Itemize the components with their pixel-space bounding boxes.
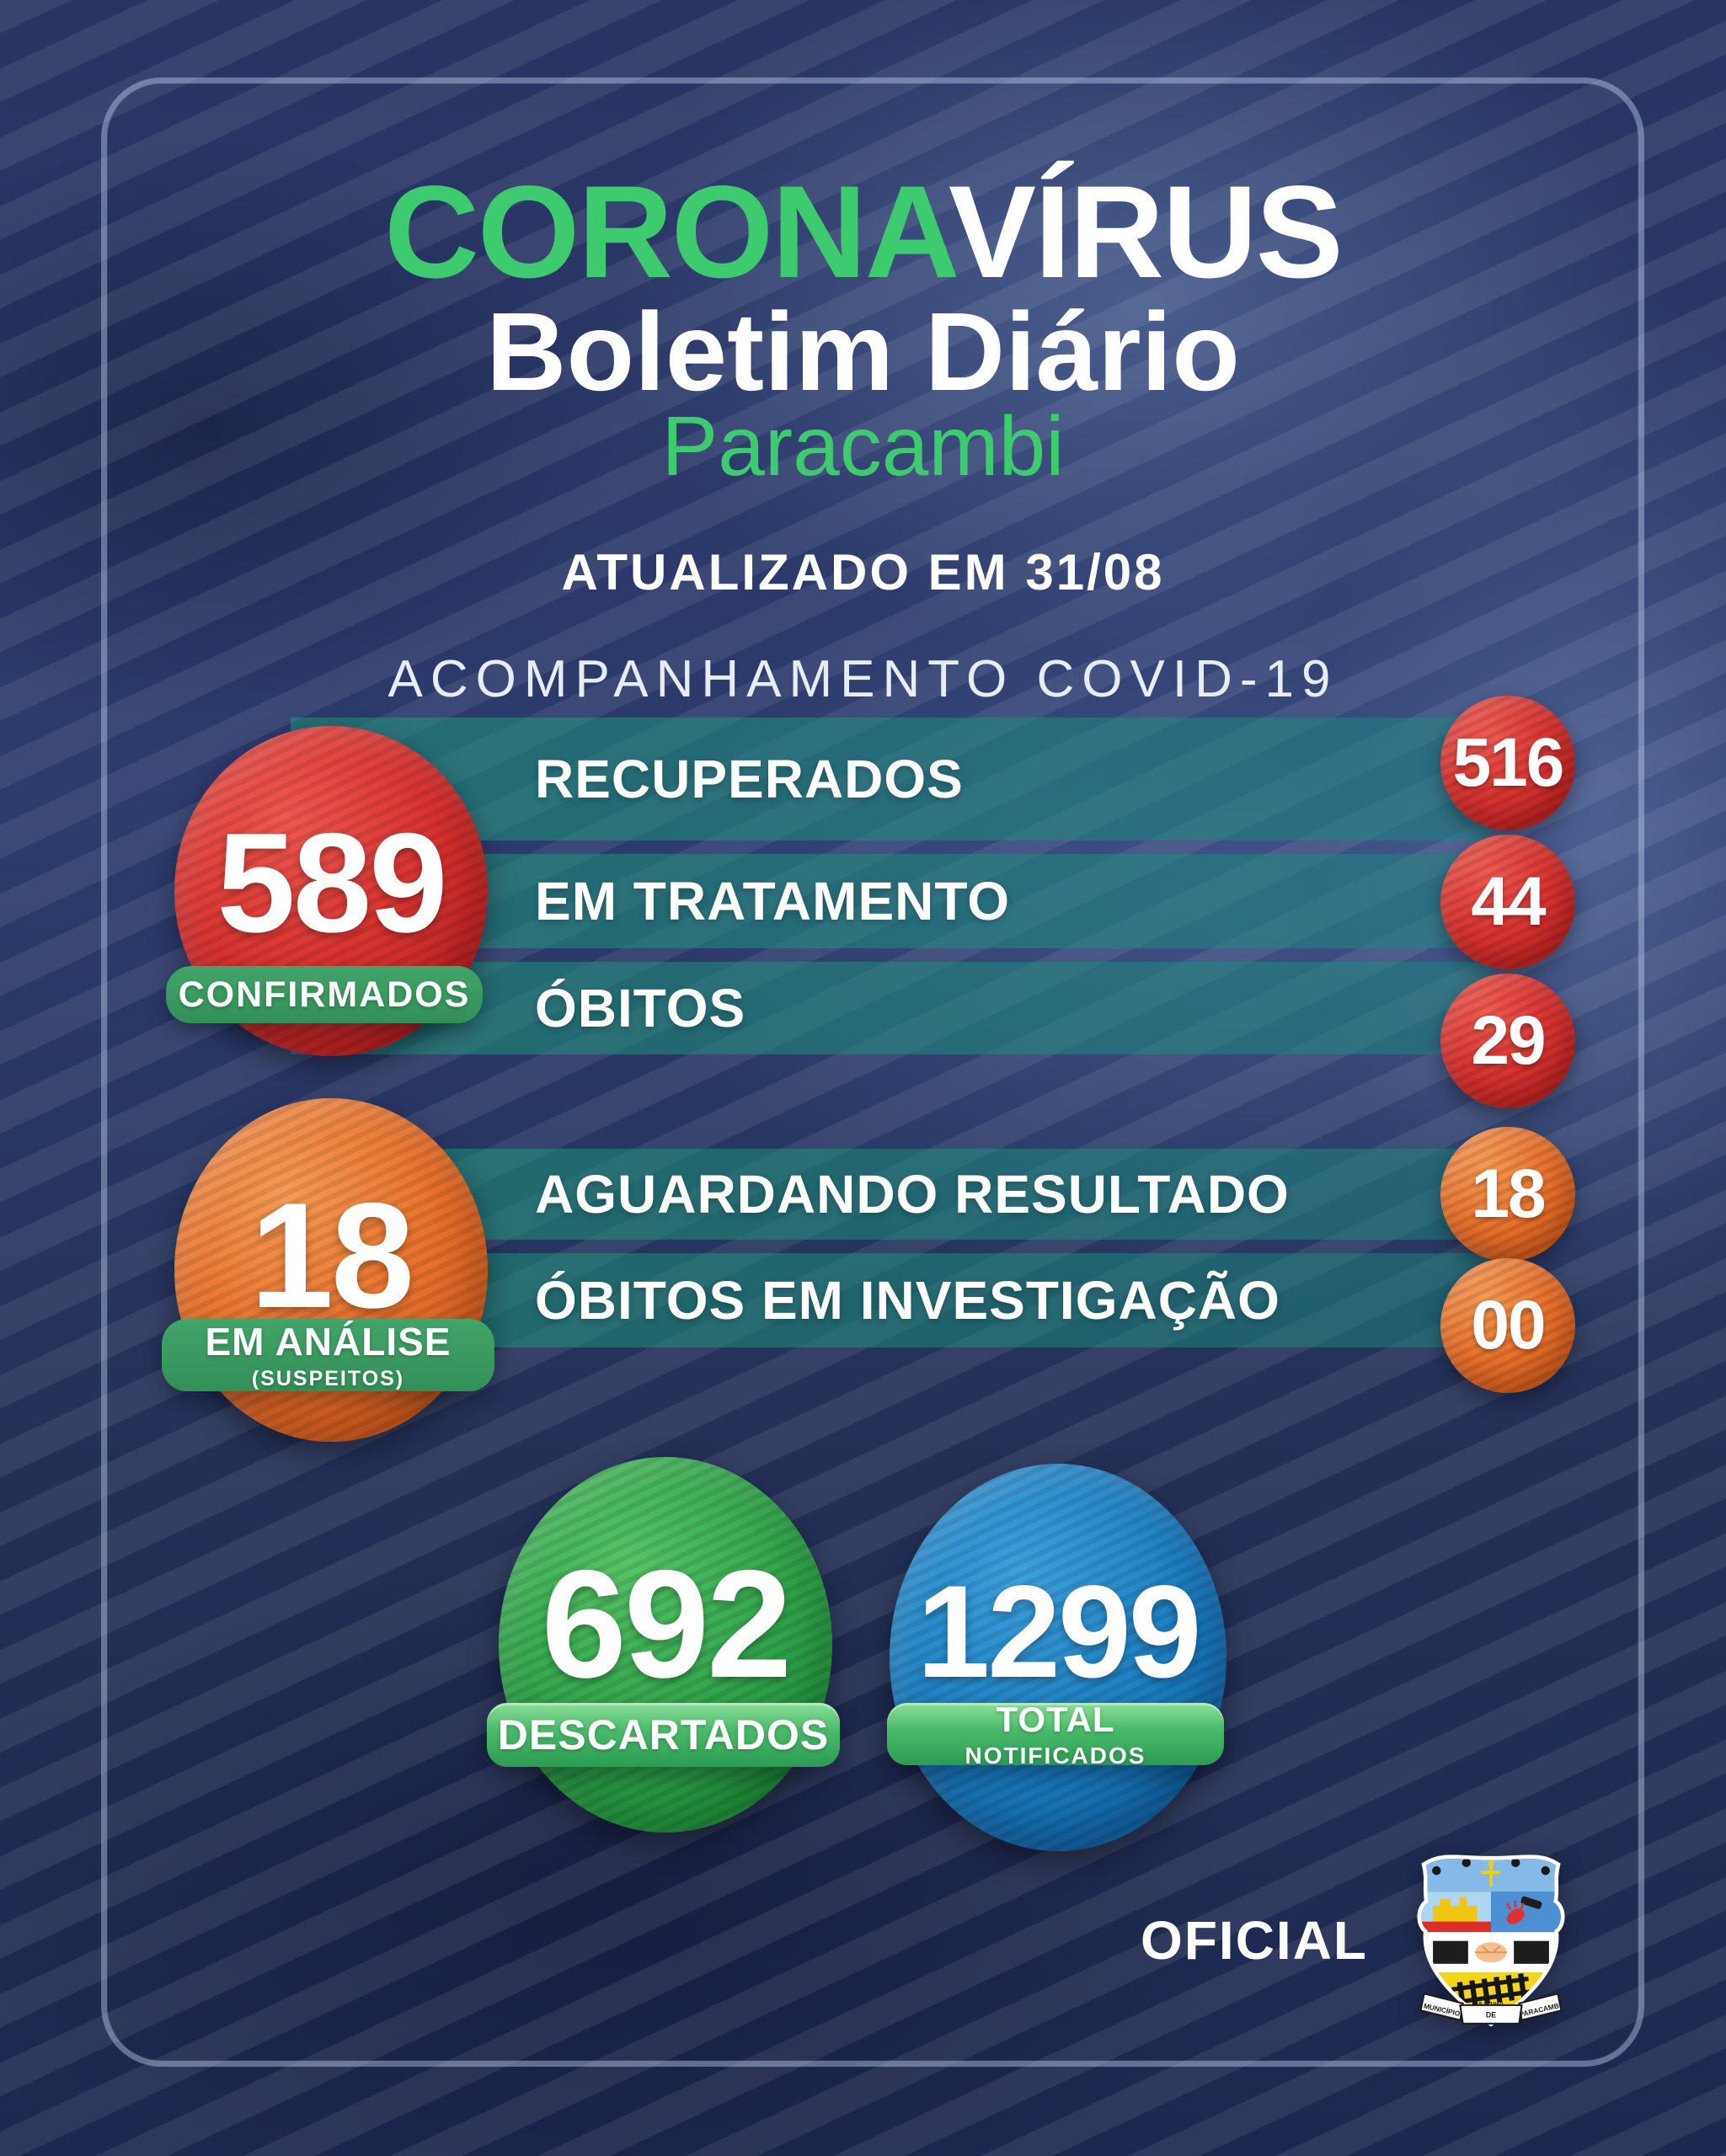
confirmed-value: 589 <box>216 803 447 962</box>
shield-field: 8-8-1960 <box>1421 1859 1561 2012</box>
title-virus: VÍRUS <box>948 159 1344 306</box>
value-circle-aguardando-resultado: 18 <box>1440 1127 1575 1262</box>
stat-label-obitos-investigacao: ÓBITOS EM INVESTIGAÇÃO <box>535 1270 1280 1331</box>
seal-ribbon <box>1419 1993 1563 2025</box>
official-label: OFICIAL <box>1141 1910 1368 1971</box>
value-circle-obitos-investigacao: 00 <box>1440 1258 1575 1393</box>
value-circle-em-tratamento: 44 <box>1440 835 1575 969</box>
stat-label-em-tratamento: EM TRATAMENTO <box>535 871 1011 931</box>
discarded-badge: DESCARTADOS <box>487 1703 840 1767</box>
value-circle-obitos: 29 <box>1440 974 1575 1108</box>
total-circle: 1299 <box>890 1464 1226 1851</box>
total-badge: TOTAL NOTIFICADOS <box>887 1699 1224 1769</box>
confirmed-label: CONFIRMADOS <box>178 974 471 1015</box>
title-corona: CORONA <box>384 159 950 306</box>
subtitle: Boletim Diário <box>486 290 1240 414</box>
discarded-circle: 692 <box>499 1457 832 1833</box>
value-obitos-investigacao: 00 <box>1471 1287 1546 1364</box>
total-sublabel: NOTIFICADOS <box>965 1742 1146 1769</box>
confirmed-badge: CONFIRMADOS <box>166 966 483 1023</box>
stat-band-aguardando-resultado: AGUARDANDO RESULTADO <box>291 1149 1491 1240</box>
page-title: CORONAVÍRUS <box>0 167 1726 298</box>
municipal-coat-of-arms-icon: 8-8-1960 MUNICÍPIO DE PARACAMBI <box>1417 1854 1565 2027</box>
tracking-label: ACOMPANHAMENTO COVID-19 <box>387 650 1339 708</box>
value-em-tratamento: 44 <box>1471 863 1546 940</box>
christ-figure <box>1481 1865 1501 1886</box>
railway <box>1451 1972 1531 2008</box>
stat-band-recuperados: RECUPERADOS <box>291 718 1491 841</box>
total-label: TOTAL <box>996 1699 1115 1739</box>
suspected-sublabel: (SUSPEITOS) <box>251 1367 405 1390</box>
ribbon-text-de: DE <box>1486 2010 1496 2019</box>
updated-date: ATUALIZADO EM 31/08 <box>561 544 1165 600</box>
discarded-value: 692 <box>541 1538 793 1710</box>
value-obitos: 29 <box>1471 1002 1546 1079</box>
suspected-label: EM ANÁLISE <box>205 1320 452 1364</box>
seal-founding-date: 8-8-1960 <box>1478 2000 1503 2008</box>
border-frame <box>101 77 1644 2067</box>
city-name: Paracambi <box>661 399 1065 494</box>
suspected-badge: EM ANÁLISE (SUSPEITOS) <box>162 1319 494 1391</box>
stat-label-aguardando-resultado: AGUARDANDO RESULTADO <box>535 1164 1290 1225</box>
stat-band-em-tratamento: EM TRATAMENTO <box>291 854 1491 948</box>
stat-band-obitos: ÓBITOS <box>291 962 1491 1054</box>
value-circle-recuperados: 516 <box>1440 696 1575 830</box>
suspected-value: 18 <box>250 1171 414 1339</box>
value-recuperados: 516 <box>1452 724 1565 801</box>
discarded-label: DESCARTADOS <box>497 1711 830 1758</box>
stat-label-obitos: ÓBITOS <box>535 978 746 1038</box>
stat-label-recuperados: RECUPERADOS <box>535 749 964 809</box>
value-aguardando-resultado: 18 <box>1471 1155 1546 1232</box>
total-value: 1299 <box>916 1558 1201 1705</box>
